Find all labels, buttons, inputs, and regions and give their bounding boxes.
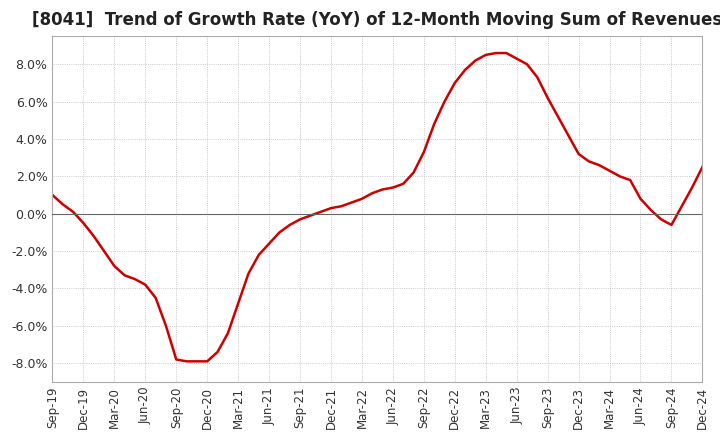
Title: [8041]  Trend of Growth Rate (YoY) of 12-Month Moving Sum of Revenues: [8041] Trend of Growth Rate (YoY) of 12-…: [32, 11, 720, 29]
